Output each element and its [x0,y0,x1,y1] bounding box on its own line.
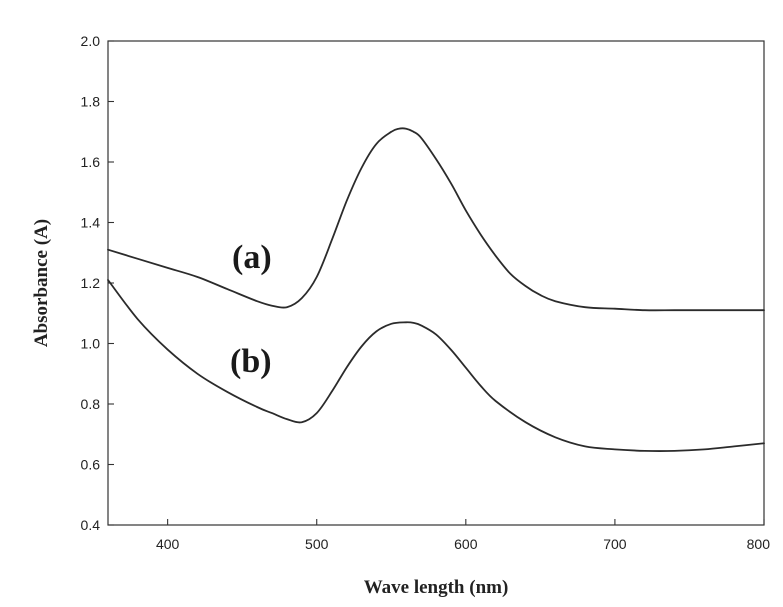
y-tick-label: 0.8 [81,396,101,412]
x-axis-ticks: 400 500 600 700 800 [156,519,770,552]
x-tick-label: 500 [305,536,329,552]
series-label-a: (a) [232,239,272,276]
series-labels: (a) (b) [230,239,272,380]
y-tick-label: 2.0 [81,33,101,49]
plot-frame [107,40,765,526]
x-tick-label: 700 [603,536,627,552]
plot-area-border [107,40,765,526]
y-tick-label: 1.0 [81,336,101,352]
y-tick-label: 1.6 [81,154,101,170]
x-tick-label: 600 [454,536,478,552]
y-tick-label: 0.4 [81,517,101,533]
y-axis-ticks: 0.4 0.6 0.8 1.0 1.2 1.4 1.6 1.8 2.0 [81,33,114,533]
y-tick-label: 1.4 [81,215,101,231]
y-tick-label: 0.6 [81,457,101,473]
x-axis-title: Wave length (nm) [364,577,509,598]
series-line-a [107,127,765,312]
x-tick-label: 800 [747,536,771,552]
y-tick-label: 1.2 [81,275,101,291]
series-label-b: (b) [230,343,272,380]
series-line-b [107,279,765,452]
series-group [107,127,765,452]
y-axis-title: Absorbance (A) [31,219,52,347]
y-tick-label: 1.8 [81,94,101,110]
x-tick-label: 400 [156,536,180,552]
